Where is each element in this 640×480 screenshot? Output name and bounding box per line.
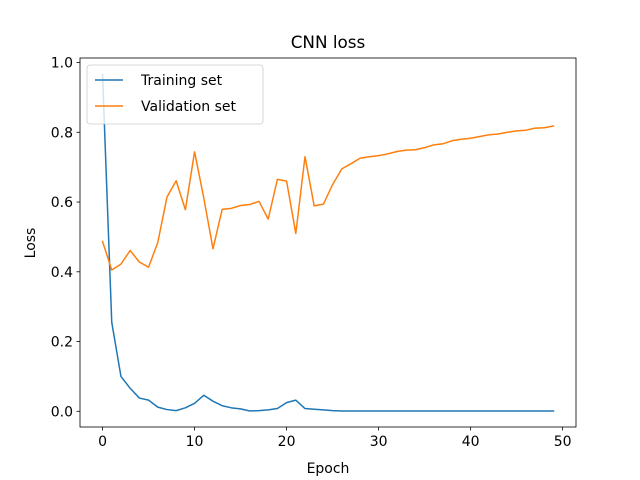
legend: Training set Validation set — [86, 64, 264, 125]
legend-label-training-set: Training set — [140, 73, 223, 89]
y-axis-label: Loss — [23, 228, 39, 259]
x-tick-label: 40 — [462, 434, 480, 450]
series-layer — [101, 73, 555, 412]
plot-frame — [79, 57, 577, 428]
y-tick-label: 0.0 — [51, 404, 73, 420]
x-axis-label: Epoch — [307, 461, 350, 477]
x-tick-label: 50 — [554, 434, 572, 450]
x-tick-label: 20 — [278, 434, 296, 450]
y-tick-label: 1.0 — [51, 56, 73, 72]
x-axis: 0 10 20 30 40 50 — [98, 427, 572, 450]
y-tick-label: 0.2 — [51, 335, 73, 351]
legend-frame — [86, 64, 264, 125]
x-tick-label: 10 — [186, 434, 204, 450]
series-line-training-set — [101, 73, 555, 412]
y-tick-label: 0.8 — [51, 125, 73, 141]
y-tick-label: 0.4 — [51, 265, 73, 281]
y-axis: 0.0 0.2 0.4 0.6 0.8 1.0 — [51, 56, 80, 420]
y-tick-label: 0.6 — [51, 195, 73, 211]
legend-label-validation-set: Validation set — [141, 99, 236, 115]
x-tick-label: 30 — [370, 434, 388, 450]
x-tick-label: 0 — [98, 434, 107, 450]
series-line-validation-set — [101, 125, 555, 271]
chart-title: CNN loss — [291, 32, 366, 52]
